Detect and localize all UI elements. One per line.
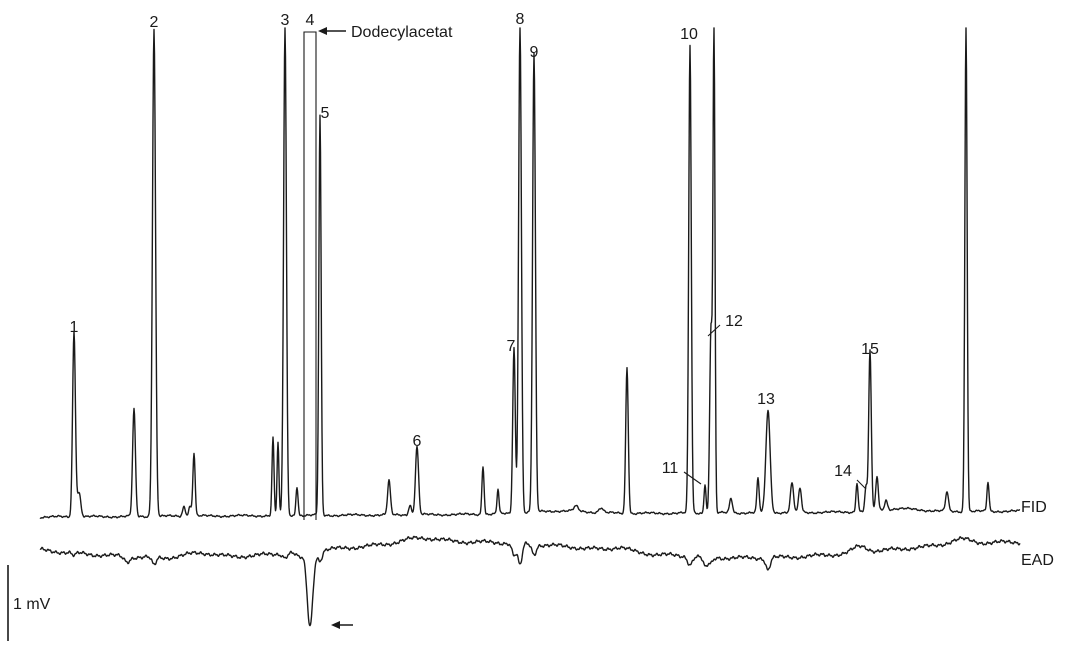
peak-label: 15 <box>861 341 879 358</box>
peak-label: 9 <box>530 44 539 61</box>
peak-label: 12 <box>725 313 743 330</box>
peak-label: 7 <box>507 338 516 355</box>
peak-label: 13 <box>757 391 775 408</box>
peak-label: 2 <box>150 14 159 31</box>
ead-trace-label: EAD <box>1021 552 1054 569</box>
ead-response-arrow <box>331 621 353 629</box>
peak-label: 5 <box>321 105 330 122</box>
reference-arrow <box>318 27 346 35</box>
leader-line-11 <box>683 471 702 485</box>
peak-label: 10 <box>680 26 698 43</box>
peak-label: 11 <box>662 460 679 477</box>
peak-label: 6 <box>413 433 422 450</box>
fid-trace-label: FID <box>1021 499 1047 516</box>
peak-labels: 1 2 3 4 5 6 7 8 9 10 11 12 13 14 15 <box>70 11 879 480</box>
leader-line-12 <box>707 324 721 337</box>
reference-label: Dodecylacetat <box>351 24 453 41</box>
peak-label: 8 <box>516 11 525 28</box>
peak-label: 3 <box>281 12 290 29</box>
ead-trace <box>39 535 1021 627</box>
reference-peak-box <box>303 31 317 520</box>
fid-trace <box>39 27 1021 519</box>
peak-label: 1 <box>70 319 79 336</box>
peak-label: 4 <box>306 12 315 29</box>
leader-line-14 <box>856 479 867 490</box>
peak-label: 14 <box>834 463 852 480</box>
scale-bar-label: 1 mV <box>13 596 51 613</box>
